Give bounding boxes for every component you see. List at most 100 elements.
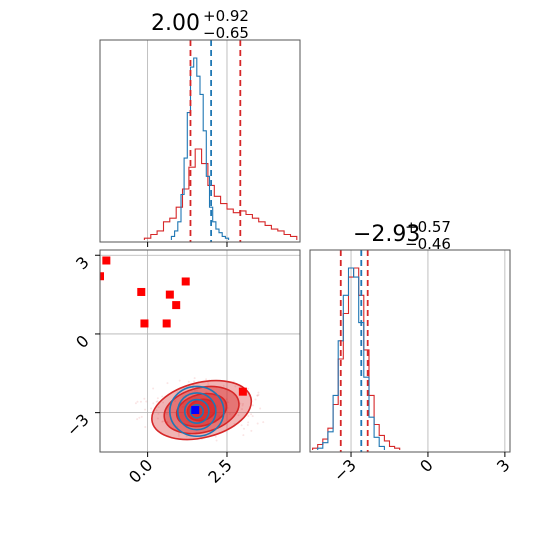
sample-point	[239, 402, 242, 405]
sample-point	[156, 400, 159, 403]
blue-contour-level	[169, 385, 225, 438]
axes-frame	[99, 249, 301, 453]
red-square-marker	[137, 287, 146, 296]
red-square-marker	[238, 387, 247, 396]
sample-point	[174, 400, 177, 403]
sample-point	[166, 407, 169, 410]
sample-point	[155, 400, 158, 403]
sample-point	[237, 414, 240, 417]
tick-marks: −3 0 3	[330, 452, 514, 486]
sample-point	[157, 412, 160, 415]
sample-point	[194, 389, 197, 392]
blue-square-marker	[191, 406, 200, 415]
histogram-panel-x: 2.00 +0.92 −0.65	[99, 7, 301, 247]
sample-point	[134, 402, 137, 405]
red-square-marker	[165, 290, 174, 299]
sample-point	[256, 422, 259, 425]
sample-point	[234, 385, 237, 388]
sample-point	[162, 420, 165, 423]
y-tick-label: 3	[72, 253, 93, 274]
x-tick-label: −3	[330, 455, 360, 485]
x-tick-label: 3	[493, 455, 514, 476]
sample-point	[156, 397, 159, 400]
sample-point	[262, 421, 265, 424]
sample-point	[228, 412, 231, 415]
sample-point	[161, 420, 164, 423]
x-tick-label: 2.5	[204, 455, 235, 486]
sample-point	[241, 408, 244, 411]
sample-point	[156, 417, 159, 420]
contour-layer	[100, 256, 265, 442]
y-tick-label: 0	[72, 331, 93, 352]
sample-point	[242, 434, 245, 437]
red-square-marker	[100, 272, 104, 281]
blue-histogram-step	[317, 267, 385, 450]
sample-point	[251, 415, 254, 418]
sample-point	[241, 402, 244, 405]
sample-point	[152, 402, 155, 405]
red-square-marker	[102, 256, 111, 265]
sample-point	[143, 397, 146, 400]
blue-contour-level	[176, 392, 217, 431]
sample-point	[193, 377, 196, 380]
sample-point	[247, 414, 250, 417]
sample-point	[138, 416, 141, 419]
sample-point	[256, 394, 259, 397]
sample-point	[145, 400, 148, 403]
panel-title-x: 2.00	[151, 11, 200, 36]
sample-point	[155, 409, 158, 412]
blue-histogram-step	[170, 57, 230, 240]
sample-point	[177, 432, 180, 435]
sample-point	[259, 407, 262, 410]
sample-point	[157, 406, 160, 409]
sample-point	[247, 387, 250, 390]
sample-point	[257, 391, 260, 394]
red-square-marker	[162, 319, 171, 328]
sample-point	[250, 429, 253, 432]
title-value: −2.93	[353, 222, 420, 247]
sample-point	[185, 435, 188, 438]
sample-point	[144, 425, 147, 428]
sample-point	[162, 401, 165, 404]
sample-point	[256, 394, 259, 397]
title-lower-error: −0.65	[203, 24, 249, 42]
red-histogram-step	[143, 148, 298, 240]
red-histogram-step	[312, 267, 401, 450]
sample-point	[144, 408, 147, 411]
sample-point	[214, 435, 217, 438]
sample-point	[246, 424, 249, 427]
grid-lines	[350, 250, 506, 452]
sample-point	[193, 380, 196, 383]
sample-point	[232, 380, 235, 383]
axes-frame	[309, 249, 511, 453]
title-value: 2.00	[151, 11, 200, 36]
red-square-marker	[172, 301, 181, 310]
sample-point	[152, 387, 155, 390]
blue-contour-level	[189, 403, 204, 419]
sample-point	[165, 412, 168, 415]
sample-point	[150, 407, 153, 410]
y-tick-label: −3	[63, 410, 93, 440]
sample-point	[207, 383, 210, 386]
title-upper-error: +0.92	[203, 7, 249, 25]
sample-point	[250, 413, 253, 416]
sample-point	[178, 379, 181, 382]
title-upper-error: +0.57	[405, 218, 451, 236]
sample-point	[241, 404, 244, 407]
panel-title-y: −2.93	[353, 222, 420, 247]
sample-point	[251, 404, 254, 407]
x-tick-label: 0.0	[125, 455, 156, 486]
histogram-series	[143, 57, 298, 240]
sample-point	[215, 439, 218, 442]
sample-point	[257, 393, 260, 396]
histogram-series	[312, 267, 401, 450]
sample-point	[222, 384, 225, 387]
blue-contour-level	[183, 398, 210, 424]
histogram-panel-y: −3 0 3 −2.93 +0.57 −0.46	[309, 218, 514, 486]
sample-point	[136, 400, 139, 403]
sample-point	[240, 424, 243, 427]
axes-frame	[99, 39, 301, 243]
sample-point	[136, 418, 139, 421]
x-tick-label: 0	[416, 455, 437, 476]
